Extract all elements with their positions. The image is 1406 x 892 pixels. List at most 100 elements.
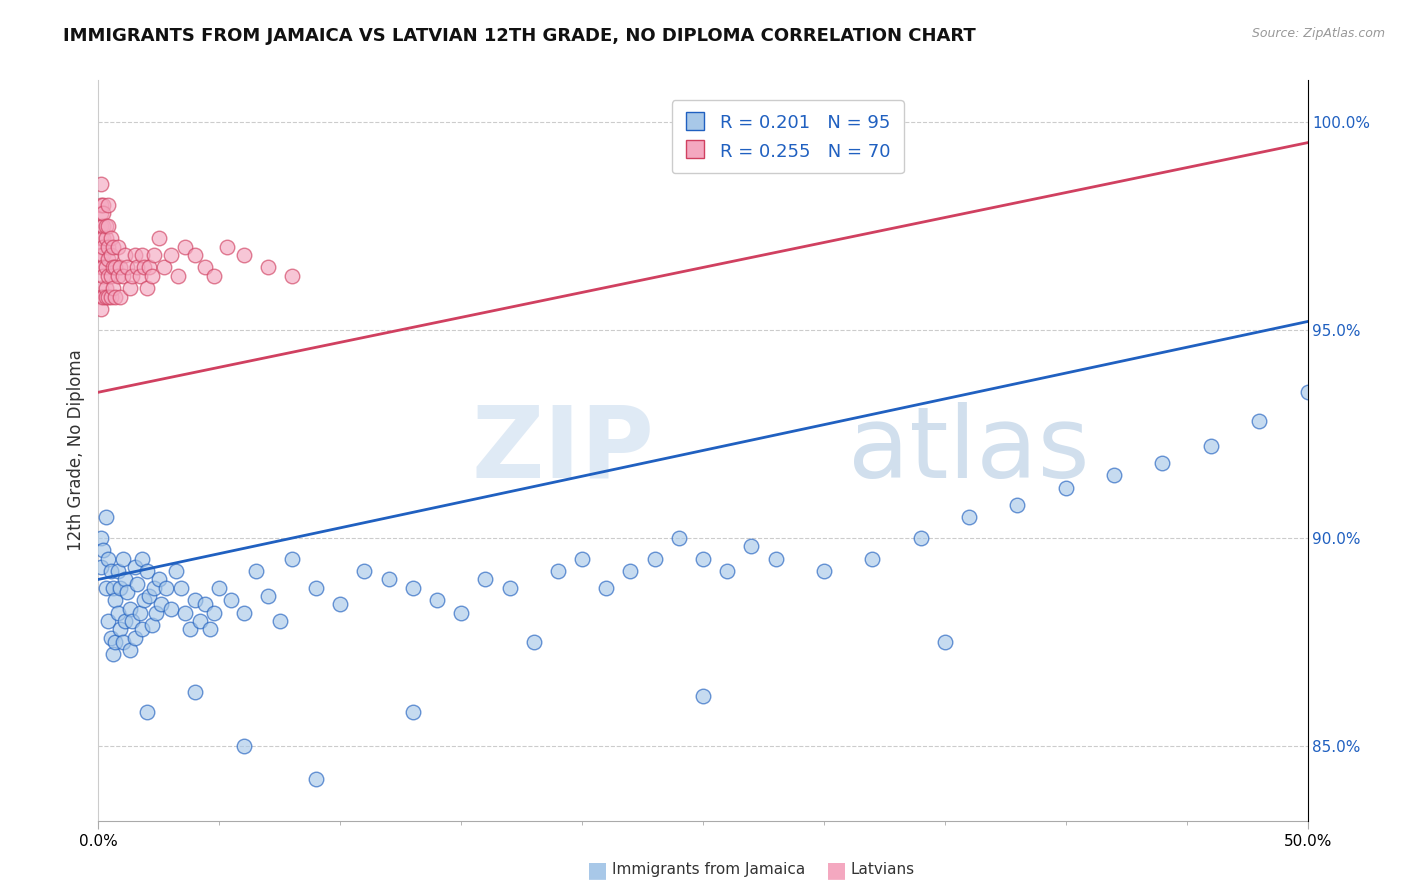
Text: IMMIGRANTS FROM JAMAICA VS LATVIAN 12TH GRADE, NO DIPLOMA CORRELATION CHART: IMMIGRANTS FROM JAMAICA VS LATVIAN 12TH … xyxy=(63,27,976,45)
Point xyxy=(1199,439,1222,453)
Point xyxy=(114,248,136,262)
Point xyxy=(644,551,666,566)
Point xyxy=(179,623,201,637)
Point xyxy=(101,281,124,295)
Point xyxy=(1007,498,1029,512)
Point xyxy=(148,231,170,245)
Point xyxy=(1152,456,1174,470)
Point xyxy=(91,248,114,262)
Point xyxy=(90,219,112,233)
Legend: R = 0.201   N = 95, R = 0.255   N = 70: R = 0.201 N = 95, R = 0.255 N = 70 xyxy=(672,101,904,173)
Point xyxy=(668,531,690,545)
Point xyxy=(107,268,129,283)
Point xyxy=(131,551,153,566)
Point xyxy=(1249,414,1271,428)
Point xyxy=(619,564,641,578)
Point xyxy=(353,564,375,578)
Point xyxy=(124,248,146,262)
Point xyxy=(692,689,714,703)
Point xyxy=(1102,468,1125,483)
Point xyxy=(692,551,714,566)
Point xyxy=(107,564,129,578)
Point xyxy=(90,260,112,275)
Point xyxy=(141,268,163,283)
Point xyxy=(208,581,231,595)
Point xyxy=(90,178,112,192)
Point xyxy=(91,198,114,212)
Point xyxy=(118,281,141,295)
Point xyxy=(402,581,425,595)
Point xyxy=(910,531,932,545)
Point xyxy=(97,219,120,233)
Point xyxy=(174,240,197,254)
Point xyxy=(91,289,114,303)
Point xyxy=(215,240,238,254)
Point xyxy=(107,240,129,254)
Point xyxy=(188,614,211,628)
Point xyxy=(281,551,304,566)
Point xyxy=(148,573,170,587)
Point xyxy=(174,606,197,620)
Point xyxy=(90,281,112,295)
Point xyxy=(101,260,124,275)
Point xyxy=(90,560,112,574)
Point xyxy=(204,606,226,620)
Point xyxy=(100,248,122,262)
Point xyxy=(377,573,399,587)
Point xyxy=(90,248,112,262)
Point xyxy=(128,606,150,620)
Point xyxy=(716,564,738,578)
Point xyxy=(143,248,166,262)
Point xyxy=(165,564,187,578)
Point xyxy=(94,219,117,233)
Point xyxy=(426,593,449,607)
Point xyxy=(111,551,134,566)
Point xyxy=(450,606,472,620)
Point xyxy=(131,623,153,637)
Point xyxy=(104,260,127,275)
Point xyxy=(204,268,226,283)
Point xyxy=(138,260,160,275)
Point xyxy=(104,634,127,648)
Point xyxy=(91,240,114,254)
Point xyxy=(813,564,835,578)
Text: Immigrants from Jamaica: Immigrants from Jamaica xyxy=(612,863,804,877)
Point xyxy=(100,564,122,578)
Point xyxy=(114,614,136,628)
Point xyxy=(100,268,122,283)
Point xyxy=(90,531,112,545)
Point xyxy=(1054,481,1077,495)
Point xyxy=(108,581,131,595)
Point xyxy=(571,551,593,566)
Point xyxy=(135,281,157,295)
Text: ■: ■ xyxy=(827,860,846,880)
Point xyxy=(97,614,120,628)
Point xyxy=(107,606,129,620)
Point xyxy=(91,268,114,283)
Point xyxy=(90,240,112,254)
Point xyxy=(1296,385,1319,400)
Point xyxy=(134,593,156,607)
Point xyxy=(111,634,134,648)
Point xyxy=(101,647,124,661)
Point xyxy=(135,564,157,578)
Point xyxy=(135,706,157,720)
Point xyxy=(595,581,617,595)
Point xyxy=(90,198,112,212)
Point xyxy=(184,684,207,698)
Point xyxy=(97,240,120,254)
Text: ZIP: ZIP xyxy=(472,402,655,499)
Point xyxy=(94,260,117,275)
Point xyxy=(97,268,120,283)
Point xyxy=(117,260,139,275)
Point xyxy=(91,543,114,558)
Point xyxy=(194,598,217,612)
Point xyxy=(765,551,787,566)
Point xyxy=(523,634,546,648)
Point xyxy=(232,248,254,262)
Point xyxy=(934,634,956,648)
Point xyxy=(90,206,112,220)
Point xyxy=(100,231,122,245)
Point xyxy=(145,606,167,620)
Point xyxy=(160,601,183,615)
